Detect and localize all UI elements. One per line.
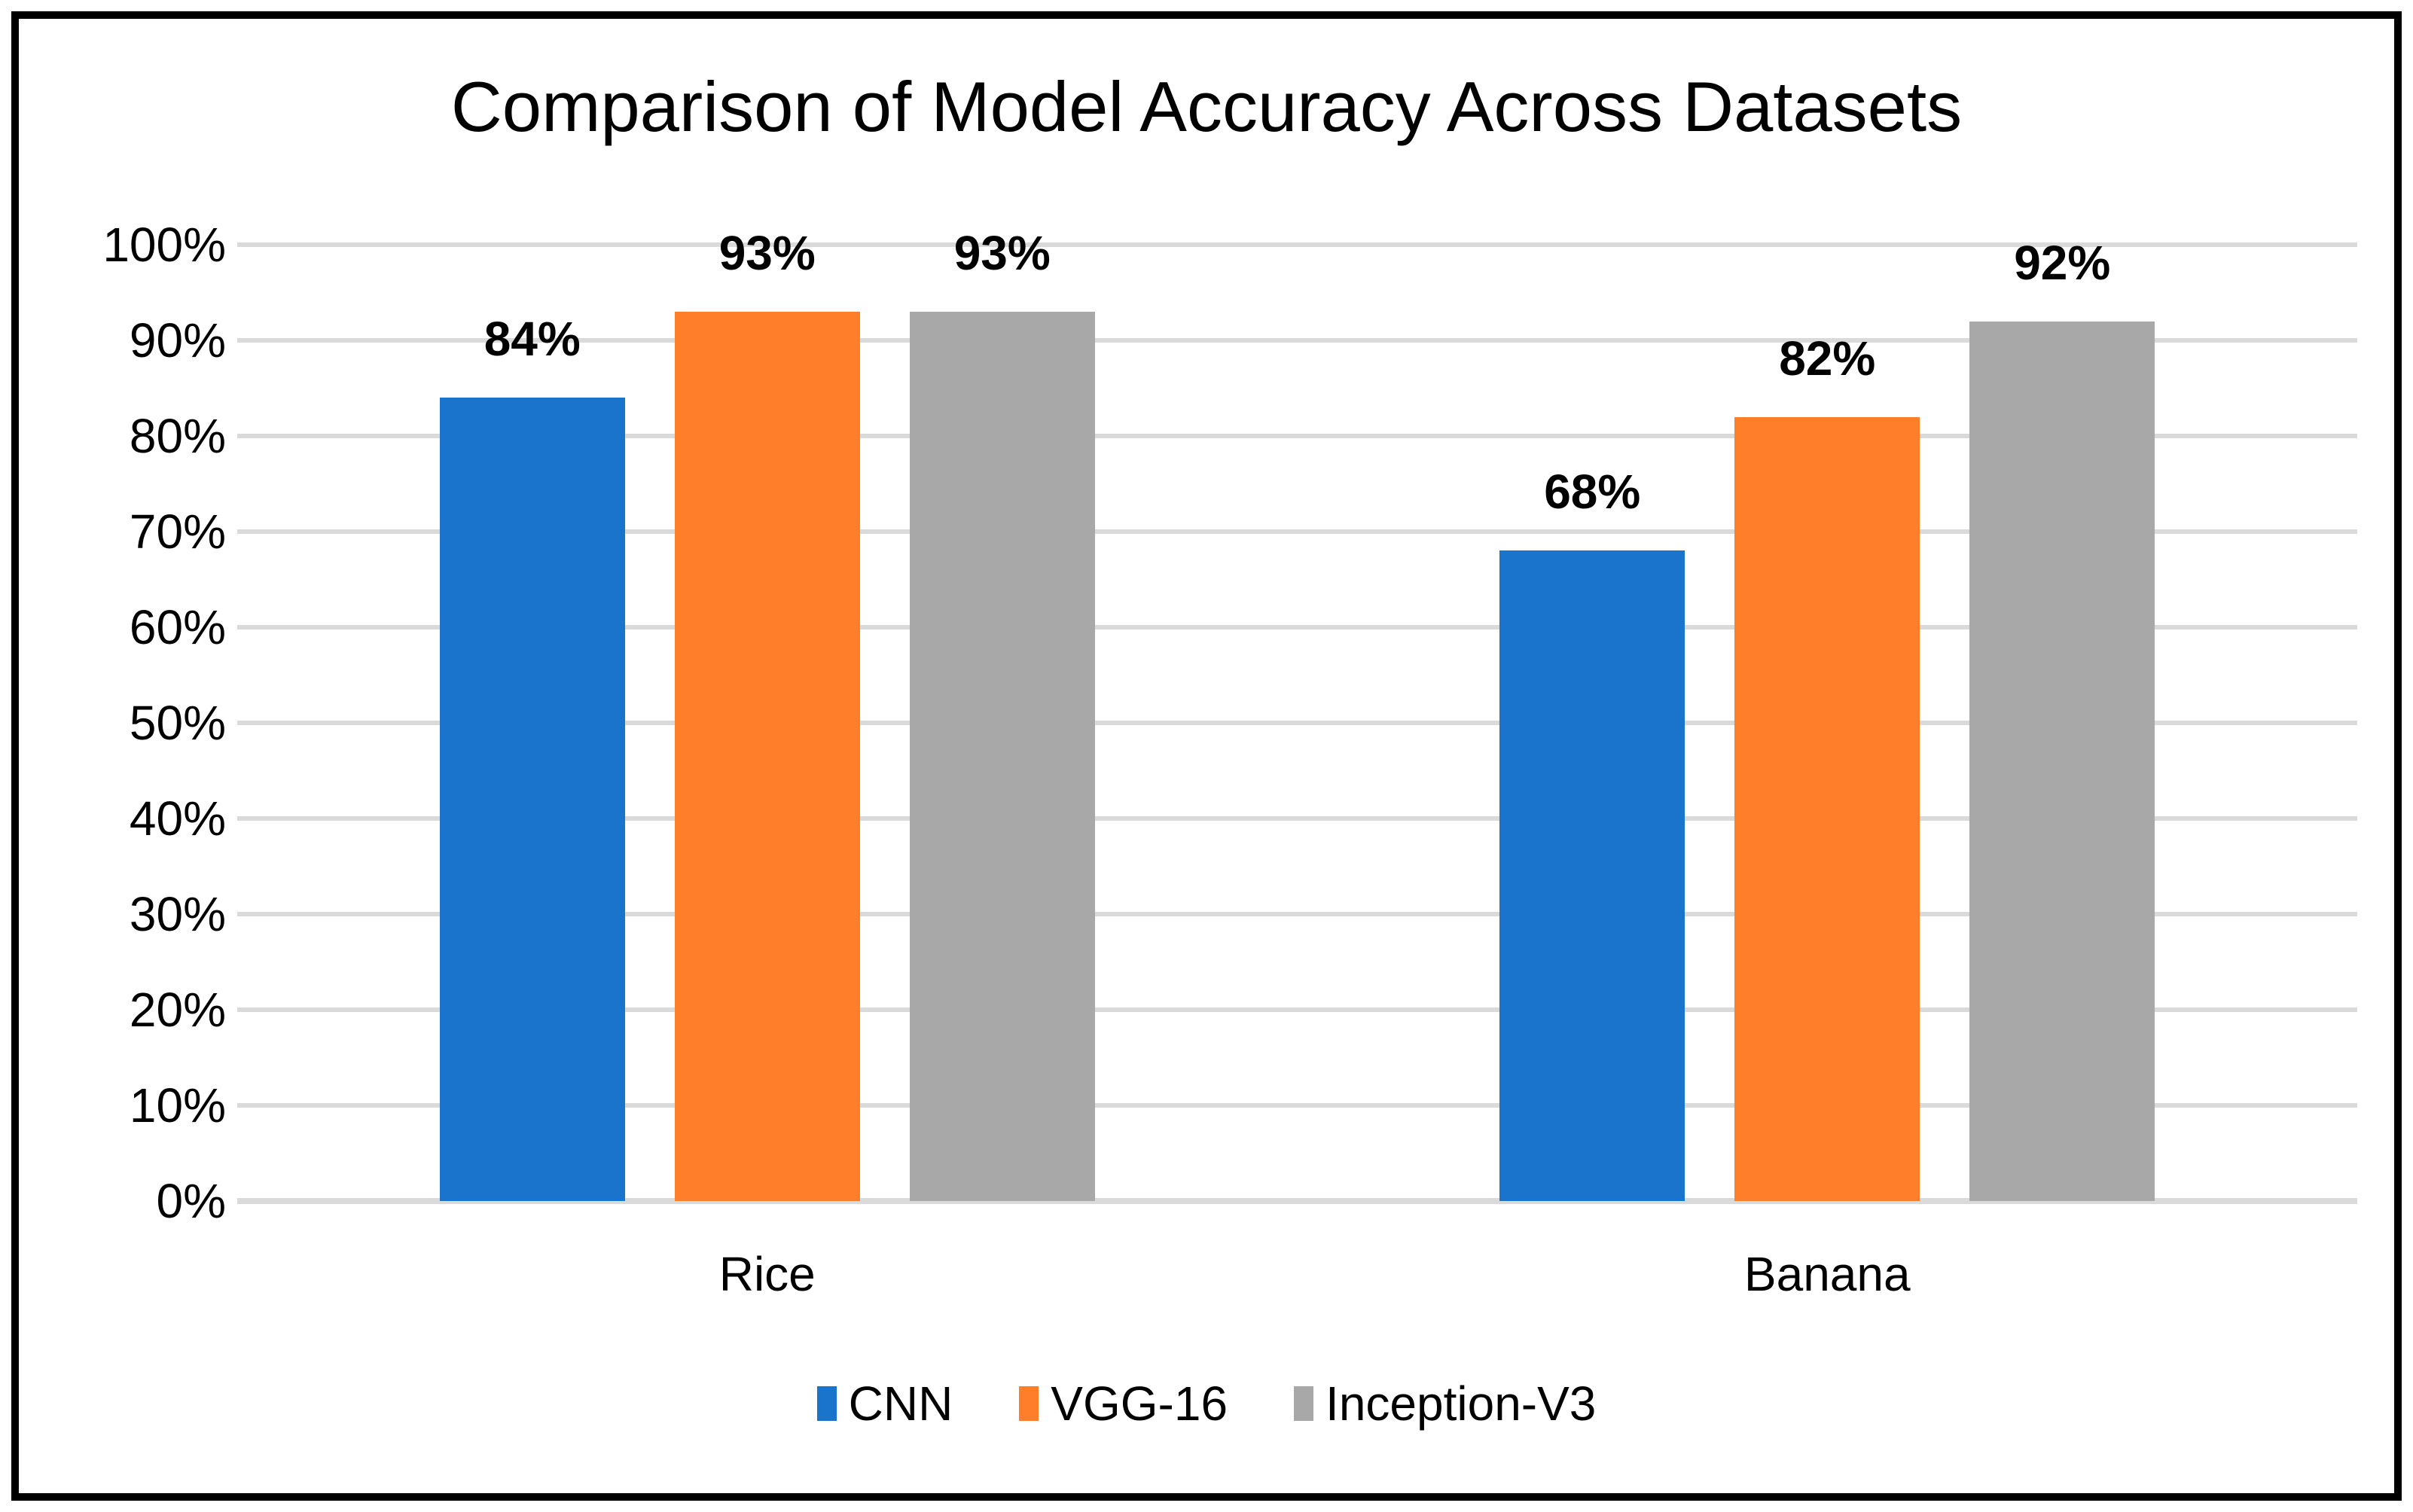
gridline-100%	[237, 242, 2357, 247]
legend: CNN VGG-16 Inception-V3	[0, 1372, 2413, 1435]
gridline-0%	[237, 1198, 2357, 1204]
gridline-60%	[237, 625, 2357, 629]
y-axis-tick-label: 80%	[129, 409, 226, 463]
gridline-70%	[237, 529, 2357, 534]
gridline-20%	[237, 1007, 2357, 1012]
gridline-90%	[237, 338, 2357, 343]
gridline-10%	[237, 1103, 2357, 1108]
y-axis-tick-label: 40%	[129, 791, 226, 846]
data-label-cnn-rice: 84%	[484, 312, 581, 367]
gridline-40%	[237, 816, 2357, 821]
legend-item-vgg-16: VGG-16	[1019, 1372, 1228, 1435]
legend-item-cnn: CNN	[816, 1372, 953, 1435]
y-axis-tick-label: 70%	[129, 505, 226, 559]
legend-item-inception-v3: Inception-V3	[1294, 1372, 1596, 1435]
data-label-vgg-16-rice: 93%	[718, 225, 816, 280]
y-axis-tick-label: 0%	[156, 1174, 227, 1228]
data-label-cnn-banana: 68%	[1544, 465, 1641, 520]
gridline-30%	[237, 912, 2357, 916]
bar-cnn-banana	[1499, 550, 1685, 1201]
y-axis-tick-label: 90%	[129, 313, 226, 367]
bar-vgg-16-rice	[674, 311, 860, 1201]
y-axis-tick-label: 50%	[129, 696, 226, 750]
chart-title: Comparison of Model Accuracy Across Data…	[450, 67, 1963, 146]
data-label-vgg-16-banana: 82%	[1779, 331, 1876, 386]
data-label-inception-v3-rice: 93%	[953, 225, 1051, 280]
legend-marker-icon	[1019, 1386, 1039, 1421]
y-axis-tick-label: 20%	[129, 983, 226, 1037]
category-label-banana: Banana	[1743, 1247, 1911, 1301]
legend-label: VGG-16	[1051, 1376, 1228, 1431]
y-axis-tick-label: 30%	[129, 887, 226, 941]
gridline-50%	[237, 721, 2357, 725]
bar-vgg-16-banana	[1734, 416, 1920, 1201]
y-axis-tick-label: 60%	[129, 600, 226, 654]
category-label-rice: Rice	[718, 1247, 816, 1301]
legend-label: CNN	[848, 1376, 953, 1431]
data-label-inception-v3-banana: 92%	[2014, 235, 2111, 290]
legend-marker-icon	[816, 1386, 837, 1421]
legend-marker-icon	[1294, 1386, 1314, 1421]
gridline-80%	[237, 434, 2357, 438]
legend-label: Inception-V3	[1325, 1376, 1597, 1431]
bar-cnn-rice	[439, 398, 625, 1201]
y-axis-tick-label: 100%	[102, 218, 226, 272]
bar-inception-v3-rice	[909, 311, 1095, 1201]
y-axis-tick-label: 10%	[129, 1078, 226, 1132]
bar-inception-v3-banana	[1969, 321, 2155, 1201]
